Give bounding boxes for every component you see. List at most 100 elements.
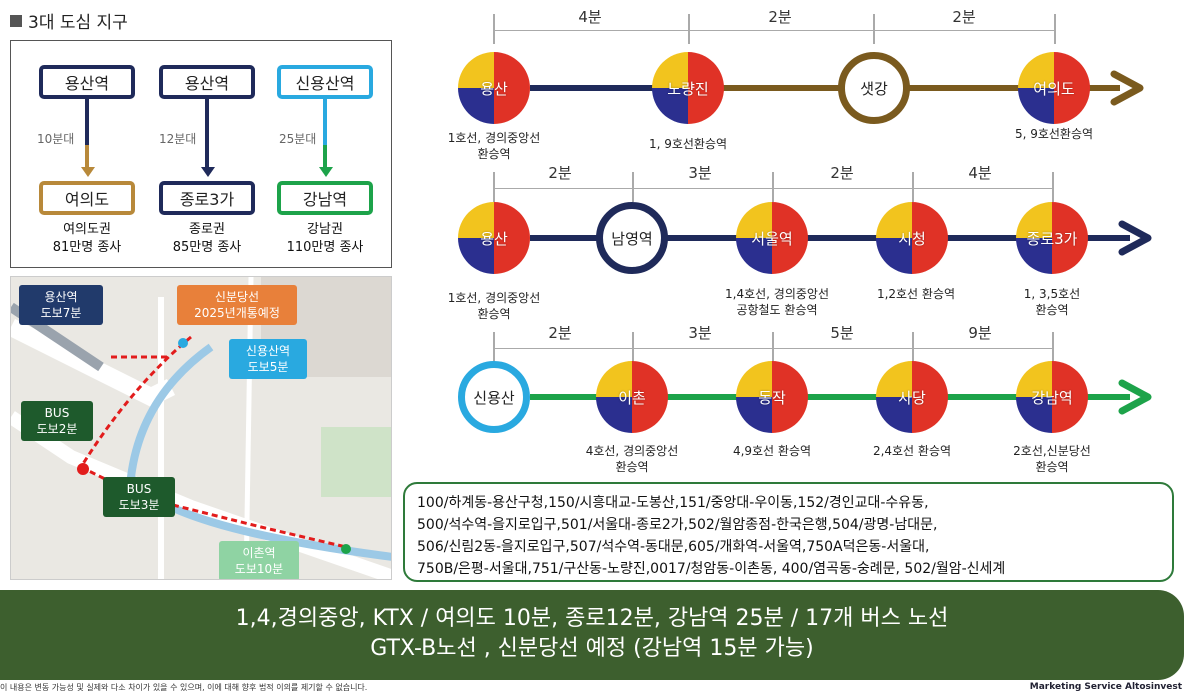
arrow-right-icon xyxy=(1118,220,1152,256)
disclaimer-note: 이 내용은 변동 가능성 및 실제와 다소 차이가 있을 수 있으며, 이에 대… xyxy=(0,683,368,692)
callout-text: 용산역 도보7분 xyxy=(40,290,82,320)
station-transfer-info: 1호선, 경의중앙선 환승역 xyxy=(447,131,541,161)
route-line xyxy=(530,235,1130,241)
station-name: 남영역 xyxy=(611,229,653,248)
station-ichon: 이촌 xyxy=(596,361,668,433)
station-name: 샛강 xyxy=(860,79,888,98)
tick xyxy=(912,332,914,362)
segment-time: 4분 xyxy=(968,164,992,182)
tick xyxy=(912,172,914,202)
to-box-gangnam: 강남역 xyxy=(277,181,373,215)
caption-line2: 81만명 종사 xyxy=(52,240,122,255)
station-transfer-info: 1, 9호선환승역 xyxy=(648,137,728,151)
from-box-yongsan-2: 용산역 xyxy=(159,65,255,99)
segment-time: 2분 xyxy=(830,164,854,182)
segment-time: 2분 xyxy=(952,8,976,26)
connector-top xyxy=(323,99,327,149)
section-title: 3대 도심 지구 xyxy=(10,8,128,33)
tick xyxy=(493,172,495,202)
from-box-sinyongsan: 신용산역 xyxy=(277,65,373,99)
station-name: 용산 xyxy=(480,229,508,248)
station-name: 동작 xyxy=(758,388,786,407)
station-transfer-info: 1호선, 경의중앙선 환승역 xyxy=(447,291,541,321)
tick xyxy=(1052,332,1054,362)
caption-line2: 110만명 종사 xyxy=(286,240,364,255)
station-saetgang: 샛강 xyxy=(838,52,910,124)
route-line xyxy=(720,85,1120,91)
from-box-yongsan: 용산역 xyxy=(39,65,135,99)
caption-line1: 강남권 xyxy=(307,222,343,237)
banner-line2: GTX-B노선 , 신분당선 예정 (강남역 15분 가능) xyxy=(370,636,814,661)
station-transfer-info: 5, 9호선환승역 xyxy=(1014,127,1094,141)
segment-time: 2분 xyxy=(548,324,572,342)
station-yongsan: 용산 xyxy=(458,52,530,124)
travel-time: 12분대 xyxy=(159,132,197,146)
callout-bus-2min: BUS 도보2분 xyxy=(21,401,93,441)
station-sinyongsan: 신용산 xyxy=(458,361,530,433)
banner-line1: 1,4,경의중앙, KTX / 여의도 10분, 종로12분, 강남역 25분 … xyxy=(235,606,949,631)
tick xyxy=(1054,14,1056,44)
segment-time: 3분 xyxy=(688,324,712,342)
segment-time: 3분 xyxy=(688,164,712,182)
callout-yongsan-station: 용산역 도보7분 xyxy=(19,285,103,325)
segment-time: 9분 xyxy=(968,324,992,342)
dimension-line xyxy=(912,188,1052,189)
station-name: 강남역 xyxy=(1031,388,1073,407)
callout-sinyongsan-station: 신용산역 도보5분 xyxy=(229,339,307,379)
connector-bottom xyxy=(85,145,89,167)
square-bullet-icon xyxy=(10,14,22,27)
to-box-yeouido: 여의도 xyxy=(39,181,135,215)
dimension-line xyxy=(494,188,912,189)
station-name: 노량진 xyxy=(667,79,709,98)
station-seoul: 서울역 xyxy=(736,202,808,274)
callout-sinbundang: 신분당선 2025년개통예정 xyxy=(177,285,297,325)
route-line xyxy=(530,394,1130,400)
arrow-down-icon xyxy=(201,167,215,177)
cbd-caption: 여의도권 81만명 종사 xyxy=(22,221,152,257)
station-name: 사당 xyxy=(898,388,926,407)
callout-text: BUS 도보3분 xyxy=(118,482,160,512)
callout-text: 신분당선 2025년개통예정 xyxy=(194,290,280,320)
section-title-text: 3대 도심 지구 xyxy=(28,13,128,33)
tick xyxy=(873,14,875,44)
caption-line1: 여의도권 xyxy=(63,222,111,237)
station-transfer-info: 2호선,신분당선 환승역 xyxy=(1013,444,1091,474)
segment-time: 4분 xyxy=(578,8,602,26)
summary-banner: 1,4,경의중앙, KTX / 여의도 10분, 종로12분, 강남역 25분 … xyxy=(0,590,1184,680)
callout-bus-3min: BUS 도보3분 xyxy=(103,477,175,517)
station-name: 서울역 xyxy=(751,229,793,248)
tick xyxy=(772,332,774,362)
to-box-jongno3ga: 종로3가 xyxy=(159,181,255,215)
station-transfer-info: 2,4호선 환승역 xyxy=(872,444,952,458)
station-transfer-info: 1,4호선, 경의중앙선 공항철도 환승역 xyxy=(725,287,829,317)
cbd-caption: 종로권 85만명 종사 xyxy=(142,221,272,257)
callout-text: BUS 도보2분 xyxy=(36,406,78,436)
station-name: 시청 xyxy=(898,229,926,248)
station-dongjak: 동작 xyxy=(736,361,808,433)
callout-text: 이촌역 도보10분 xyxy=(234,546,284,576)
station-transfer-info: 4호선, 경의중앙선 환승역 xyxy=(585,444,679,474)
tick xyxy=(772,172,774,202)
travel-time: 25분대 xyxy=(279,132,317,146)
location-map: 용산역 도보7분 신분당선 2025년개통예정 신용산역 도보5분 BUS 도보… xyxy=(10,276,392,580)
connector-top xyxy=(85,99,89,149)
brand-mark: Marketing Service Altosinvest xyxy=(1029,682,1182,692)
tick xyxy=(632,172,634,202)
tick xyxy=(632,332,634,362)
segment-time: 2분 xyxy=(548,164,572,182)
station-name: 종로3가 xyxy=(1026,229,1078,248)
station-gangnam: 강남역 xyxy=(1016,361,1088,433)
bus-routes-box: 100/하계동-용산구청,150/시흥대교-도봉산,151/중앙대-우이동,15… xyxy=(403,482,1174,582)
station-yeouido: 여의도 xyxy=(1018,52,1090,124)
station-sadang: 사당 xyxy=(876,361,948,433)
dimension-line xyxy=(494,30,1054,31)
station-city-hall: 시청 xyxy=(876,202,948,274)
caption-line2: 85만명 종사 xyxy=(172,240,242,255)
caption-line1: 종로권 xyxy=(189,222,225,237)
tick xyxy=(688,14,690,44)
cbd-caption: 강남권 110만명 종사 xyxy=(260,221,390,257)
connector xyxy=(205,99,209,169)
station-transfer-info: 1, 3,5호선 환승역 xyxy=(1023,287,1081,317)
arrow-right-icon xyxy=(1110,70,1144,106)
station-name: 이촌 xyxy=(618,388,646,407)
